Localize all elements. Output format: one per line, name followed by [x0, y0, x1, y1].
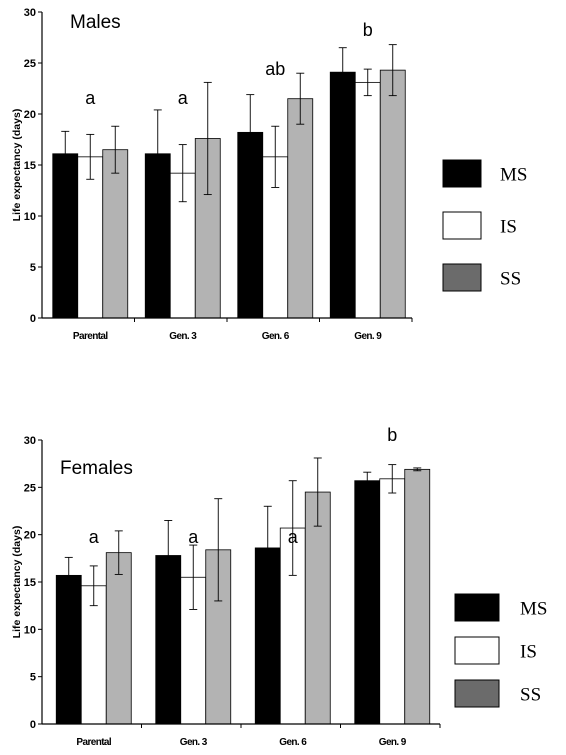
bar-ss-2 — [287, 98, 314, 319]
y-tick-label: 30 — [24, 435, 36, 447]
y-tick-label: 10 — [24, 624, 36, 636]
x-category-label: Gen. 3 — [180, 737, 208, 748]
legend-swatch-ss — [442, 263, 482, 292]
legend-label-ss: SS — [500, 269, 521, 290]
males-panel: Males Life expectancy (days) 0 5 10 15 20 25 3… — [11, 7, 413, 342]
x-category-label: Gen. 9 — [354, 331, 382, 342]
bar-is-0 — [77, 156, 104, 319]
significance-label: a — [288, 527, 299, 547]
legend-label-ms: MS — [520, 599, 547, 620]
legend-swatch-is — [442, 211, 482, 240]
bar-ms-3 — [354, 480, 381, 725]
bar-ms-3 — [329, 71, 356, 319]
legend-label-ss: SS — [520, 685, 541, 706]
bar-ss-3 — [379, 69, 406, 319]
x-category-label: Gen. 9 — [379, 737, 407, 748]
y-tick-label: 5 — [30, 672, 36, 684]
y-tick-label: 30 — [24, 7, 36, 19]
y-tick-label: 15 — [24, 160, 36, 172]
legend-label-is: IS — [500, 217, 517, 238]
y-tick-label: 25 — [24, 58, 36, 70]
bar-ss-2 — [304, 491, 331, 725]
females-panel: Females Life expectancy (days) 0 5 10 15 20 2… — [11, 425, 441, 748]
bar-is-3 — [379, 478, 406, 725]
legend-swatch-ms — [454, 593, 500, 622]
legend-swatch-is — [454, 636, 500, 665]
bar-is-3 — [354, 81, 381, 319]
y-tick-label: 25 — [24, 482, 36, 494]
males-legend: MS IS SS — [442, 159, 527, 292]
significance-label: ab — [265, 59, 285, 79]
significance-label: a — [188, 527, 199, 547]
y-tick-label: 0 — [30, 719, 36, 731]
significance-label: a — [178, 88, 189, 108]
x-category-label: Parental — [76, 737, 111, 748]
bar-ss-0 — [102, 149, 129, 319]
significance-label: b — [387, 425, 397, 445]
x-category-label: Gen. 6 — [279, 737, 307, 748]
bar-is-0 — [80, 585, 107, 725]
y-tick-label: 5 — [30, 262, 36, 274]
legend-swatch-ms — [442, 159, 482, 188]
legend-swatch-ss — [454, 679, 500, 708]
males-y-axis-label: Life expectancy (days) — [11, 109, 23, 222]
legend-label-ms: MS — [500, 165, 527, 186]
bar-ss-3 — [404, 468, 431, 725]
y-tick-label: 0 — [30, 313, 36, 325]
females-y-axis-label: Life expectancy (days) — [11, 526, 23, 639]
x-category-label: Gen. 3 — [169, 331, 197, 342]
y-tick-label: 15 — [24, 577, 36, 589]
bar-ms-0 — [52, 153, 79, 319]
bar-ms-0 — [55, 574, 82, 725]
legend-label-is: IS — [520, 642, 537, 663]
females-bars — [55, 457, 431, 725]
significance-label: a — [85, 88, 96, 108]
males-bars — [52, 44, 406, 319]
significance-label: a — [89, 527, 100, 547]
x-category-label: Gen. 6 — [262, 331, 290, 342]
y-tick-label: 10 — [24, 211, 36, 223]
x-category-label: Parental — [73, 331, 108, 342]
significance-label: b — [363, 20, 373, 40]
females-panel-title: Females — [60, 458, 133, 479]
y-tick-label: 20 — [24, 109, 36, 121]
bar-ss-0 — [105, 552, 132, 725]
y-tick-label: 20 — [24, 530, 36, 542]
females-legend: MS IS SS — [454, 593, 547, 708]
males-panel-title: Males — [70, 12, 121, 33]
